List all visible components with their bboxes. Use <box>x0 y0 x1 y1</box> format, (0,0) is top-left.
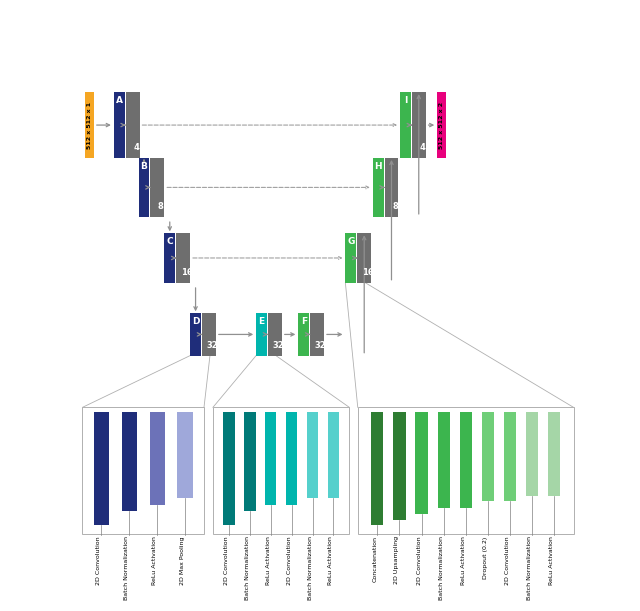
Text: Batch Normalization: Batch Normalization <box>438 536 444 600</box>
Text: D: D <box>192 317 199 326</box>
Bar <box>177 412 193 498</box>
Text: F: F <box>301 317 307 326</box>
Bar <box>268 313 282 356</box>
Bar <box>164 233 175 283</box>
Bar <box>138 158 150 217</box>
Bar <box>438 412 450 508</box>
Bar <box>357 233 371 283</box>
Text: 2D Convolution: 2D Convolution <box>287 536 292 585</box>
Bar <box>213 408 349 535</box>
Text: 16: 16 <box>180 268 193 277</box>
Text: ReLu Activation: ReLu Activation <box>549 536 554 585</box>
Bar <box>415 412 428 514</box>
Text: Batch Normalization: Batch Normalization <box>244 536 250 600</box>
Text: Dropout (0.2): Dropout (0.2) <box>483 536 488 579</box>
Bar <box>385 158 399 217</box>
Text: ReLu Activation: ReLu Activation <box>328 536 333 585</box>
Text: 32: 32 <box>315 341 326 350</box>
Bar <box>504 412 516 501</box>
Text: 4: 4 <box>133 144 139 152</box>
Bar <box>150 412 165 505</box>
Bar <box>298 313 309 356</box>
Text: 2D Upsampling: 2D Upsampling <box>394 536 399 584</box>
Text: 2D Convolution: 2D Convolution <box>505 536 509 585</box>
Bar <box>223 412 235 525</box>
Bar <box>85 92 94 158</box>
Bar <box>460 412 472 508</box>
Text: 2D Convolution: 2D Convolution <box>417 536 422 585</box>
Bar <box>83 408 204 535</box>
Text: 4: 4 <box>419 144 425 152</box>
Text: ReLu Activation: ReLu Activation <box>266 536 271 585</box>
Bar <box>286 412 298 505</box>
Text: A: A <box>116 96 123 105</box>
Bar <box>307 412 318 498</box>
Bar <box>400 92 411 158</box>
Text: 512 x 512 x 1: 512 x 512 x 1 <box>87 101 92 148</box>
Text: Batch Normalization: Batch Normalization <box>527 536 532 600</box>
Bar <box>125 92 140 158</box>
Text: 2D Max Pooling: 2D Max Pooling <box>180 536 185 585</box>
Text: Batch Normalization: Batch Normalization <box>307 536 312 600</box>
Text: B: B <box>141 162 147 170</box>
Bar <box>525 412 538 496</box>
Text: ReLu Activation: ReLu Activation <box>152 536 157 585</box>
Text: 32: 32 <box>273 341 284 350</box>
Bar <box>328 412 339 498</box>
Text: H: H <box>374 162 382 170</box>
Bar <box>310 313 324 356</box>
Bar <box>202 313 216 356</box>
Text: 8: 8 <box>392 202 398 211</box>
Bar <box>190 313 201 356</box>
Bar <box>412 92 426 158</box>
Text: 2D Convolution: 2D Convolution <box>96 536 101 585</box>
Bar <box>372 158 383 217</box>
Text: ReLu Activation: ReLu Activation <box>461 536 466 585</box>
Bar <box>265 412 276 505</box>
Bar <box>114 92 125 158</box>
Text: 2D Convolution: 2D Convolution <box>224 536 229 585</box>
Bar <box>548 412 560 496</box>
Bar <box>256 313 267 356</box>
Text: 512 x 512 x 2: 512 x 512 x 2 <box>439 101 444 148</box>
Bar <box>176 233 190 283</box>
Bar <box>93 412 109 525</box>
Text: Concatenation: Concatenation <box>372 536 378 582</box>
Text: G: G <box>347 237 355 246</box>
Bar <box>371 412 383 525</box>
Text: 8: 8 <box>158 202 164 211</box>
Text: 32: 32 <box>207 341 218 350</box>
Bar <box>358 408 573 535</box>
Text: Batch Normalization: Batch Normalization <box>124 536 129 600</box>
Bar <box>437 92 446 158</box>
Text: C: C <box>166 237 173 246</box>
Text: I: I <box>404 96 407 105</box>
Text: E: E <box>259 317 264 326</box>
Bar <box>394 412 406 521</box>
Text: 16: 16 <box>362 268 374 277</box>
Bar <box>150 158 164 217</box>
Bar <box>346 233 356 283</box>
Bar <box>244 412 255 511</box>
Bar <box>482 412 494 501</box>
Bar <box>122 412 137 511</box>
